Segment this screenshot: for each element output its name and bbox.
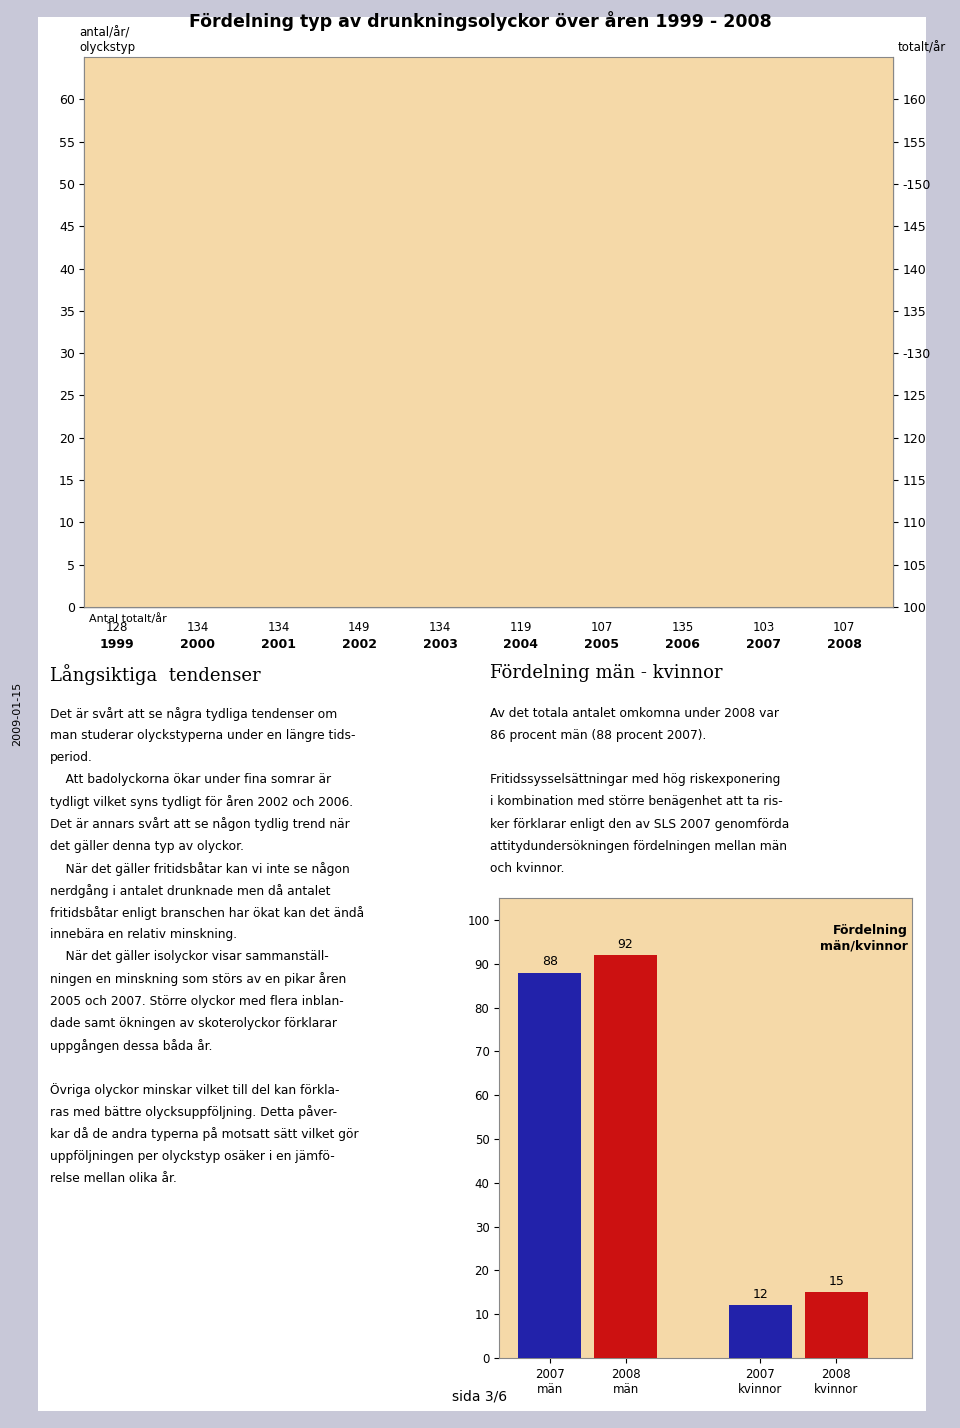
Text: 2003: 2003 [422,638,458,651]
Text: 2009-01-15: 2009-01-15 [12,683,22,745]
Text: ras med bättre olycksuppföljning. Detta påver-: ras med bättre olycksuppföljning. Detta … [50,1105,337,1120]
Text: 134: 134 [186,621,209,634]
Text: uppföljningen per olyckstyp osäker i en jämfö-: uppföljningen per olyckstyp osäker i en … [50,1150,335,1162]
Text: ker förklarar enligt den av SLS 2007 genomförda: ker förklarar enligt den av SLS 2007 gen… [490,818,789,831]
Text: 2005 och 2007. Större olyckor med flera inblan-: 2005 och 2007. Större olyckor med flera … [50,995,344,1008]
Text: 2006: 2006 [665,638,700,651]
Text: Fördelning män - kvinnor: Fördelning män - kvinnor [490,664,722,683]
Text: 107: 107 [833,621,855,634]
Bar [594,955,658,1358]
Text: sida 3/6: sida 3/6 [452,1389,508,1404]
Legend: Bad, Fritidsbåt, Isolyckor, Övriga, , Totalt antal/år, Varav barn under 19 år: Bad, Fritidsbåt, Isolyckor, Övriga, , To… [679,63,886,207]
Text: nerdgång i antalet drunknade men då antalet: nerdgång i antalet drunknade men då anta… [50,884,330,898]
Text: 134: 134 [267,621,290,634]
Text: Antal totalt/år: Antal totalt/år [89,613,167,624]
Text: fritidsbåtar enligt branschen har ökat kan det ändå: fritidsbåtar enligt branschen har ökat k… [50,907,364,920]
Text: 12: 12 [753,1288,768,1301]
Text: Övriga olyckor minskar vilket till del kan förkla-: Övriga olyckor minskar vilket till del k… [50,1084,340,1097]
Bar [518,972,582,1358]
Text: det gäller denna typ av olyckor.: det gäller denna typ av olyckor. [50,840,244,853]
Text: Att badolyckorna ökar under fina somrar är: Att badolyckorna ökar under fina somrar … [50,774,331,787]
Text: 149: 149 [348,621,371,634]
Text: ningen en minskning som störs av en pikar åren: ningen en minskning som störs av en pika… [50,972,347,987]
Text: 119: 119 [510,621,532,634]
Text: Långsiktiga  tendenser: Långsiktiga tendenser [50,664,260,685]
Bar [804,1292,868,1358]
Text: 134: 134 [429,621,451,634]
Text: 107: 107 [590,621,613,634]
Text: 2008: 2008 [827,638,862,651]
Text: 2007: 2007 [746,638,781,651]
Text: 128: 128 [106,621,128,634]
Text: man studerar olyckstyperna under en längre tids-: man studerar olyckstyperna under en läng… [50,730,355,743]
Text: totalt/år: totalt/år [898,41,946,54]
Text: 135: 135 [671,621,694,634]
Bar [729,1305,792,1358]
Text: Det är svårt att se några tydliga tendenser om: Det är svårt att se några tydliga tenden… [50,707,337,721]
Text: 15: 15 [828,1275,844,1288]
Text: När det gäller isolyckor visar sammanställ-: När det gäller isolyckor visar sammanstä… [50,951,328,964]
Text: attitydundersökningen fördelningen mellan män: attitydundersökningen fördelningen mella… [490,840,786,853]
Text: Av det totala antalet omkomna under 2008 var: Av det totala antalet omkomna under 2008… [490,707,779,720]
Text: 2005: 2005 [585,638,619,651]
Text: 88: 88 [541,955,558,968]
Text: Fördelning typ av drunkningsolyckor över åren 1999 - 2008: Fördelning typ av drunkningsolyckor över… [188,11,772,31]
Text: relse mellan olika år.: relse mellan olika år. [50,1172,177,1185]
Text: 92: 92 [617,938,634,951]
Text: dade samt ökningen av skoterolyckor förklarar: dade samt ökningen av skoterolyckor förk… [50,1017,337,1030]
Text: Fritidssysselsättningar med hög riskexponering: Fritidssysselsättningar med hög riskexpo… [490,774,780,787]
Text: uppgången dessa båda år.: uppgången dessa båda år. [50,1040,212,1052]
Text: och kvinnor.: och kvinnor. [490,863,564,875]
Text: kar då de andra typerna på motsatt sätt vilket gör: kar då de andra typerna på motsatt sätt … [50,1128,358,1141]
Text: När det gäller fritidsbåtar kan vi inte se någon: När det gäller fritidsbåtar kan vi inte … [50,863,349,875]
Text: i kombination med större benägenhet att ta ris-: i kombination med större benägenhet att … [490,795,782,808]
Text: tydligt vilket syns tydligt för åren 2002 och 2006.: tydligt vilket syns tydligt för åren 200… [50,795,353,810]
Text: 103: 103 [753,621,775,634]
Text: 2002: 2002 [342,638,377,651]
Text: 2000: 2000 [180,638,215,651]
Text: 1999: 1999 [100,638,134,651]
Text: innebära en relativ minskning.: innebära en relativ minskning. [50,928,237,941]
Text: Fördelning
män/kvinnor: Fördelning män/kvinnor [820,924,908,952]
Text: 86 procent män (88 procent 2007).: 86 procent män (88 procent 2007). [490,730,706,743]
Text: 2001: 2001 [261,638,296,651]
Text: antal/år/
olyckstyp: antal/år/ olyckstyp [80,26,135,54]
Text: Det är annars svårt att se någon tydlig trend när: Det är annars svårt att se någon tydlig … [50,818,349,831]
Text: period.: period. [50,751,93,764]
Text: 2004: 2004 [503,638,539,651]
